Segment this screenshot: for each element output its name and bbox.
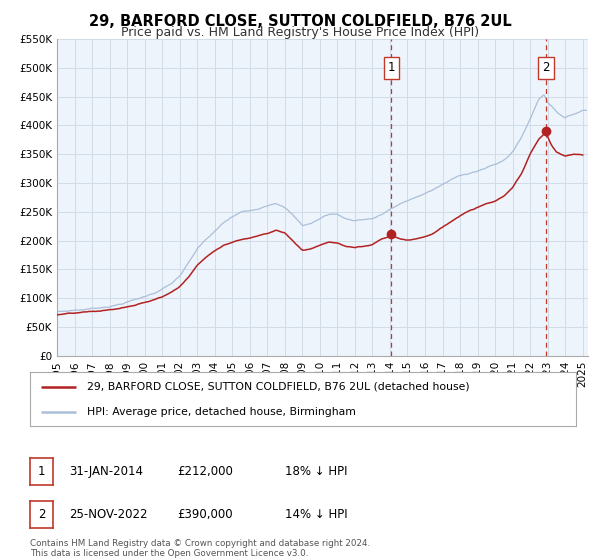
Text: 1: 1 [388, 62, 395, 74]
Text: 18% ↓ HPI: 18% ↓ HPI [285, 465, 347, 478]
Text: £390,000: £390,000 [177, 507, 233, 521]
Text: Price paid vs. HM Land Registry's House Price Index (HPI): Price paid vs. HM Land Registry's House … [121, 26, 479, 39]
Text: 29, BARFORD CLOSE, SUTTON COLDFIELD, B76 2UL: 29, BARFORD CLOSE, SUTTON COLDFIELD, B76… [89, 14, 511, 29]
Text: 25-NOV-2022: 25-NOV-2022 [69, 507, 148, 521]
Text: 31-JAN-2014: 31-JAN-2014 [69, 465, 143, 478]
Text: £212,000: £212,000 [177, 465, 233, 478]
Text: 1: 1 [38, 465, 45, 478]
Text: 29, BARFORD CLOSE, SUTTON COLDFIELD, B76 2UL (detached house): 29, BARFORD CLOSE, SUTTON COLDFIELD, B76… [88, 382, 470, 392]
Text: Contains HM Land Registry data © Crown copyright and database right 2024.
This d: Contains HM Land Registry data © Crown c… [30, 539, 370, 558]
Text: 2: 2 [542, 62, 550, 74]
Text: 2: 2 [38, 507, 45, 521]
Text: HPI: Average price, detached house, Birmingham: HPI: Average price, detached house, Birm… [88, 407, 356, 417]
Text: 14% ↓ HPI: 14% ↓ HPI [285, 507, 347, 521]
